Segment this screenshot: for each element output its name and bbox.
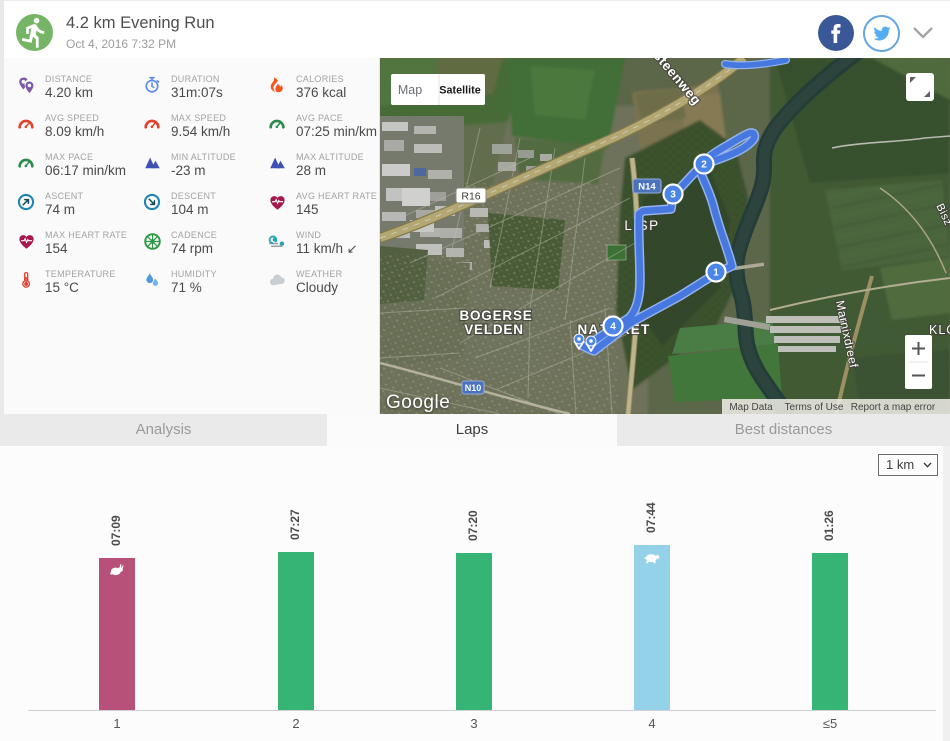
- svg-text:Map Data: Map Data: [729, 402, 773, 413]
- svg-text:3: 3: [670, 190, 676, 201]
- svg-text:Report a map error: Report a map error: [851, 402, 936, 413]
- svg-text:Map: Map: [398, 83, 422, 97]
- svg-text:N10: N10: [465, 383, 482, 393]
- svg-text:VELDEN: VELDEN: [464, 322, 524, 337]
- svg-text:Google: Google: [386, 392, 450, 413]
- svg-text:R16: R16: [461, 191, 480, 203]
- svg-text:Terms of Use: Terms of Use: [785, 402, 844, 413]
- svg-text:Satellite: Satellite: [439, 85, 480, 97]
- svg-text:N14: N14: [638, 182, 656, 193]
- svg-text:4: 4: [610, 322, 616, 333]
- svg-text:2: 2: [701, 160, 707, 171]
- svg-text:BOGERSE: BOGERSE: [459, 308, 532, 323]
- svg-text:1: 1: [713, 268, 719, 279]
- svg-text:KLO: KLO: [929, 323, 950, 337]
